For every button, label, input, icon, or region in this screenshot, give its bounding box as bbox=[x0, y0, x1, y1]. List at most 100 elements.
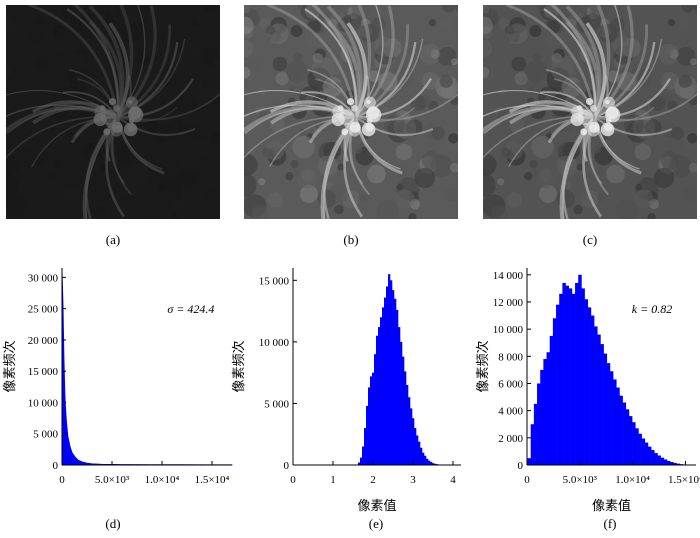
annotation-label: σ = 424.4 bbox=[167, 302, 214, 316]
histogram-bar bbox=[619, 395, 623, 465]
solar-image-a-canvas bbox=[0, 0, 236, 262]
texture-blob bbox=[130, 70, 143, 83]
texture-blob bbox=[252, 205, 269, 222]
texture-blob bbox=[448, 133, 459, 144]
coronal-loop bbox=[594, 116, 673, 137]
texture-blob bbox=[354, 145, 363, 154]
coronal-loop bbox=[355, 24, 409, 119]
histogram-bar bbox=[584, 299, 589, 465]
active-region-spot bbox=[115, 124, 123, 132]
histogram-bar bbox=[412, 418, 415, 465]
coronal-loop bbox=[66, 8, 120, 118]
x-tick-label: 5.0×10³ bbox=[563, 474, 598, 486]
texture-blob bbox=[334, 204, 344, 215]
solar-image-b-canvas bbox=[209, 0, 474, 262]
histogram-bar bbox=[657, 455, 661, 465]
active-region-spot bbox=[604, 106, 621, 123]
histogram-bar bbox=[565, 285, 570, 465]
texture-blob bbox=[290, 159, 299, 169]
texture-blob bbox=[27, 25, 38, 35]
histogram-bar bbox=[382, 307, 385, 465]
x-tick-label: 1.5×10⁴ bbox=[195, 474, 230, 486]
y-tick-label: 15 000 bbox=[259, 275, 290, 287]
coronal-loop bbox=[117, 77, 195, 119]
texture-blob bbox=[428, 19, 437, 27]
caption-d: (d) bbox=[105, 516, 121, 531]
y-axis-label: 像素频次 bbox=[2, 340, 17, 392]
x-axis-label: 像素值 bbox=[592, 498, 631, 513]
histogram-bar bbox=[406, 384, 409, 465]
histogram-bar bbox=[635, 428, 639, 465]
caption-a: (a) bbox=[105, 232, 121, 247]
histogram-bar bbox=[559, 293, 563, 465]
x-tick-label: 3 bbox=[410, 474, 416, 486]
histogram-bar bbox=[638, 433, 642, 465]
x-tick-label: 1.5×10⁴ bbox=[668, 474, 700, 486]
histogram-bar bbox=[562, 282, 566, 465]
texture-blob bbox=[211, 162, 222, 173]
y-tick-label: 14 000 bbox=[493, 270, 524, 282]
texture-blob bbox=[376, 199, 399, 222]
solar-image-group bbox=[448, 0, 700, 262]
texture-blob bbox=[683, 187, 697, 202]
texture-blob bbox=[500, 147, 511, 157]
texture-blob bbox=[653, 167, 675, 189]
histogram-bar bbox=[394, 298, 397, 465]
y-tick-label: 8 000 bbox=[498, 351, 523, 363]
texture-blob bbox=[138, 199, 161, 222]
texture-blob bbox=[37, 71, 51, 86]
texture-blob bbox=[486, 57, 502, 73]
y-tick-label: 30 000 bbox=[28, 272, 59, 284]
coronal-loop bbox=[117, 24, 171, 119]
histogram-bar bbox=[366, 405, 369, 465]
texture-blob bbox=[439, 17, 452, 31]
texture-blob bbox=[290, 25, 303, 38]
histogram-bar bbox=[408, 397, 411, 465]
histogram-bar bbox=[416, 435, 419, 465]
texture-blob bbox=[23, 147, 34, 157]
histogram-bar bbox=[398, 327, 401, 465]
texture-blob bbox=[288, 85, 296, 92]
texture-blob bbox=[206, 187, 220, 202]
active-region-spot bbox=[123, 122, 138, 137]
coronal-loop bbox=[117, 116, 196, 137]
y-axis-label: 像素频次 bbox=[475, 340, 490, 392]
active-region-spot bbox=[351, 105, 358, 112]
texture-blob bbox=[3, 4, 13, 14]
texture-blob bbox=[55, 52, 65, 62]
histogram-bar bbox=[380, 317, 383, 465]
active-region-spot bbox=[106, 122, 112, 128]
histogram-bar bbox=[609, 371, 614, 465]
texture-blob bbox=[660, 150, 680, 170]
texture-blob bbox=[634, 189, 654, 209]
texture-blob bbox=[267, 191, 284, 208]
coronal-loop bbox=[355, 116, 434, 137]
texture-blob bbox=[529, 159, 538, 169]
texture-blob bbox=[241, 4, 251, 14]
texture-blob bbox=[561, 0, 582, 17]
texture-blob bbox=[9, 57, 25, 73]
texture-blob bbox=[678, 74, 692, 88]
histogram-bar bbox=[575, 282, 579, 465]
texture-blob bbox=[61, 184, 80, 203]
histogram-bar bbox=[360, 457, 363, 465]
texture-blob bbox=[635, 183, 643, 191]
texture-blob bbox=[582, 15, 591, 24]
texture-blob bbox=[183, 150, 203, 170]
histogram-bar bbox=[530, 424, 535, 465]
y-tick-label: 20 000 bbox=[28, 335, 59, 347]
texture-blob bbox=[86, 181, 95, 189]
active-region-spot bbox=[361, 122, 376, 137]
active-region-spot bbox=[332, 105, 345, 119]
y-tick-label: 10 000 bbox=[259, 337, 290, 349]
texture-blob bbox=[687, 133, 698, 144]
texture-blob bbox=[293, 52, 303, 62]
coronal-loop bbox=[326, 5, 363, 118]
histogram-bar bbox=[666, 460, 671, 465]
texture-blob bbox=[201, 74, 215, 88]
texture-blob bbox=[431, 126, 445, 140]
histogram-bar bbox=[622, 402, 627, 465]
texture-blob bbox=[286, 60, 309, 83]
x-tick-label: 1.0×10⁴ bbox=[145, 474, 180, 486]
x-tick-label: 2 bbox=[370, 474, 376, 486]
